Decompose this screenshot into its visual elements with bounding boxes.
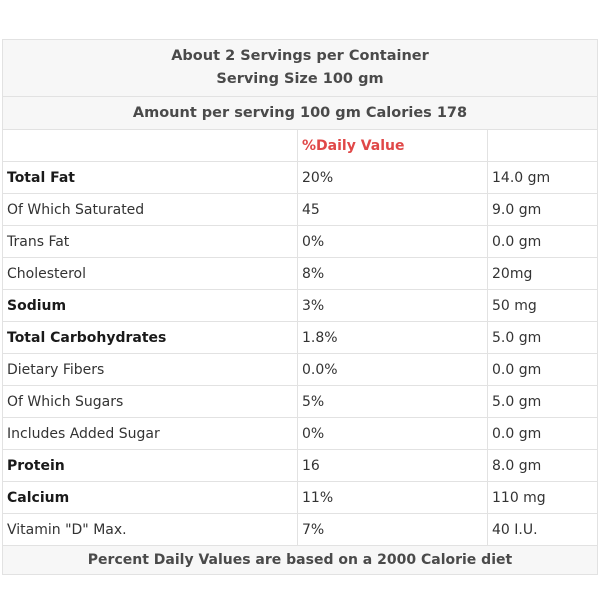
daily-value: 8% — [297, 257, 488, 290]
nutrient-amount: 5.0 gm — [487, 321, 598, 354]
nutrient-amount: 50 mg — [487, 289, 598, 322]
nutrient-amount: 14.0 gm — [487, 161, 598, 194]
footer-row: Percent Daily Values are based on a 2000… — [2, 545, 598, 575]
daily-value: 0% — [297, 417, 488, 450]
nutrient-name: Dietary Fibers — [2, 353, 298, 386]
amount-row: Amount per serving 100 gm Calories 178 — [2, 96, 598, 130]
nutrient-name: Of Which Sugars — [2, 385, 298, 418]
daily-value: 0.0% — [297, 353, 488, 386]
table-row: Cholesterol 8% 20mg — [2, 257, 598, 290]
servings-per-container: About 2 Servings per Container — [171, 48, 429, 64]
column-header-row: %Daily Value — [2, 129, 598, 162]
nutrient-amount: 40 I.U. — [487, 513, 598, 546]
nutrient-amount: 0.0 gm — [487, 225, 598, 258]
nutrient-name: Cholesterol — [2, 257, 298, 290]
table-row: Of Which Saturated 45 9.0 gm — [2, 193, 598, 226]
table-row: Vitamin "D" Max. 7% 40 I.U. — [2, 513, 598, 546]
nutrient-amount: 110 mg — [487, 481, 598, 514]
table-row: Of Which Sugars 5% 5.0 gm — [2, 385, 598, 418]
amount-per-serving: Amount per serving 100 gm Calories 178 — [2, 96, 598, 130]
nutrient-amount: 9.0 gm — [487, 193, 598, 226]
nutrient-name: Of Which Saturated — [2, 193, 298, 226]
table-row: Dietary Fibers 0.0% 0.0 gm — [2, 353, 598, 386]
serving-size: Serving Size 100 gm — [216, 71, 384, 87]
daily-value-header: %Daily Value — [297, 129, 488, 162]
daily-value: 7% — [297, 513, 488, 546]
table-row: Total Carbohydrates 1.8% 5.0 gm — [2, 321, 598, 354]
nutrient-amount: 8.0 gm — [487, 449, 598, 482]
nutrient-name: Protein — [2, 449, 298, 482]
daily-value: 0% — [297, 225, 488, 258]
daily-value: 5% — [297, 385, 488, 418]
table-row: Includes Added Sugar 0% 0.0 gm — [2, 417, 598, 450]
table-row: Calcium 11% 110 mg — [2, 481, 598, 514]
nutrient-name: Vitamin "D" Max. — [2, 513, 298, 546]
column-header-empty — [2, 129, 298, 162]
nutrient-amount: 20mg — [487, 257, 598, 290]
nutrient-name: Sodium — [2, 289, 298, 322]
daily-value: 20% — [297, 161, 488, 194]
footer-note: Percent Daily Values are based on a 2000… — [2, 545, 598, 575]
column-header-amount-empty — [487, 129, 598, 162]
table-row: Total Fat 20% 14.0 gm — [2, 161, 598, 194]
servings-header-row: About 2 Servings per Container Serving S… — [2, 39, 598, 97]
nutrient-name: Includes Added Sugar — [2, 417, 298, 450]
nutrient-amount: 5.0 gm — [487, 385, 598, 418]
table-row: Protein 16 8.0 gm — [2, 449, 598, 482]
nutrient-amount: 0.0 gm — [487, 353, 598, 386]
daily-value: 45 — [297, 193, 488, 226]
nutrition-table: About 2 Servings per Container Serving S… — [2, 39, 598, 575]
daily-value: 11% — [297, 481, 488, 514]
nutrient-name: Trans Fat — [2, 225, 298, 258]
daily-value: 3% — [297, 289, 488, 322]
daily-value: 16 — [297, 449, 488, 482]
nutrient-name: Total Carbohydrates — [2, 321, 298, 354]
nutrient-amount: 0.0 gm — [487, 417, 598, 450]
nutrient-name: Calcium — [2, 481, 298, 514]
table-row: Trans Fat 0% 0.0 gm — [2, 225, 598, 258]
table-row: Sodium 3% 50 mg — [2, 289, 598, 322]
nutrient-name: Total Fat — [2, 161, 298, 194]
servings-header-cell: About 2 Servings per Container Serving S… — [2, 39, 598, 97]
daily-value: 1.8% — [297, 321, 488, 354]
